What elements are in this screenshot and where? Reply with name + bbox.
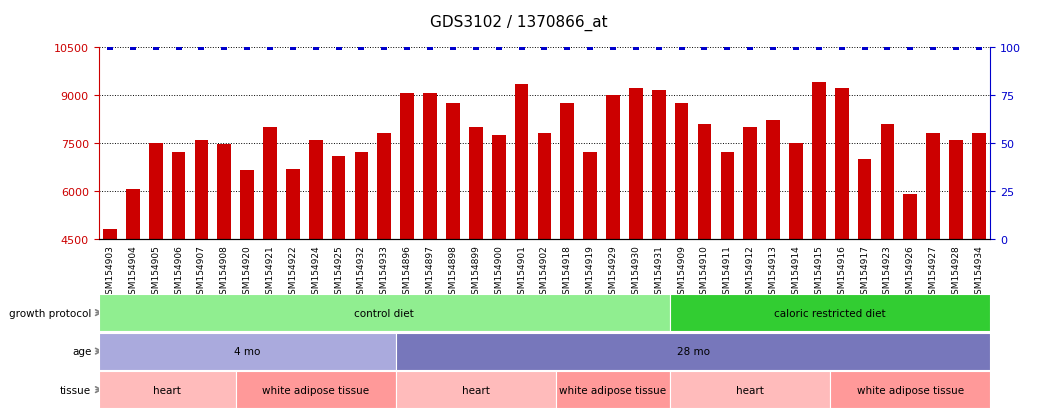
Text: white adipose tissue: white adipose tissue xyxy=(262,385,369,395)
Bar xyxy=(263,128,277,240)
Bar xyxy=(721,153,734,240)
Bar xyxy=(172,153,186,240)
Text: white adipose tissue: white adipose tissue xyxy=(857,385,963,395)
Bar xyxy=(744,128,757,240)
Bar xyxy=(241,171,254,240)
Bar xyxy=(812,83,825,240)
Text: caloric restricted diet: caloric restricted diet xyxy=(775,308,886,318)
Bar xyxy=(309,140,323,240)
Bar xyxy=(949,140,963,240)
Bar xyxy=(514,84,529,240)
Bar xyxy=(377,134,391,240)
Text: 4 mo: 4 mo xyxy=(234,347,260,356)
Bar xyxy=(537,134,552,240)
Bar xyxy=(835,89,848,240)
Text: growth protocol: growth protocol xyxy=(9,308,91,318)
Bar xyxy=(858,159,871,240)
Bar xyxy=(469,128,482,240)
Text: white adipose tissue: white adipose tissue xyxy=(560,385,667,395)
Bar xyxy=(286,169,300,240)
Bar xyxy=(355,153,368,240)
Bar xyxy=(332,156,345,240)
Bar xyxy=(629,89,643,240)
Text: 28 mo: 28 mo xyxy=(676,347,709,356)
Bar xyxy=(400,94,414,240)
Bar xyxy=(149,143,163,240)
Bar xyxy=(926,134,940,240)
Bar xyxy=(652,91,666,240)
Text: heart: heart xyxy=(153,385,181,395)
Text: GDS3102 / 1370866_at: GDS3102 / 1370866_at xyxy=(429,14,608,31)
Bar xyxy=(880,124,894,240)
Text: tissue: tissue xyxy=(60,385,91,395)
Bar xyxy=(972,134,986,240)
Bar xyxy=(218,145,231,240)
Text: heart: heart xyxy=(736,385,764,395)
Bar xyxy=(698,124,711,240)
Bar xyxy=(903,195,917,240)
Bar xyxy=(423,94,437,240)
Bar xyxy=(195,140,208,240)
Bar xyxy=(607,95,620,240)
Bar xyxy=(125,190,140,240)
Bar xyxy=(583,153,597,240)
Bar xyxy=(446,104,459,240)
Bar xyxy=(492,135,506,240)
Text: heart: heart xyxy=(461,385,489,395)
Bar xyxy=(675,104,689,240)
Text: age: age xyxy=(72,346,91,356)
Text: control diet: control diet xyxy=(355,308,414,318)
Bar xyxy=(789,143,803,240)
Bar xyxy=(766,121,780,240)
Bar xyxy=(103,230,117,240)
Bar xyxy=(560,104,574,240)
